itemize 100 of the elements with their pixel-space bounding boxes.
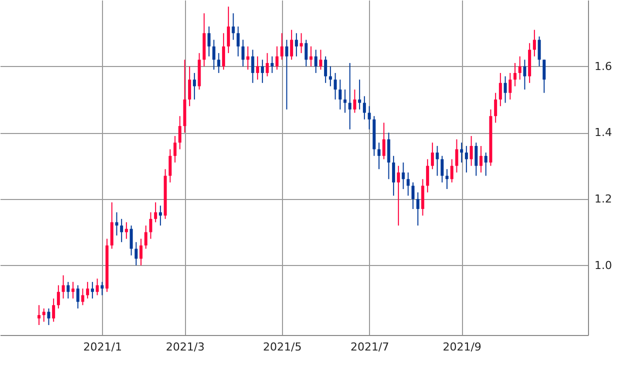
candlestick <box>260 59 264 84</box>
candlestick <box>188 66 192 107</box>
candlestick <box>86 281 90 300</box>
candlestick <box>212 39 216 70</box>
candlestick <box>396 165 400 226</box>
candlestick <box>174 135 176 164</box>
y-tick-label: 1.0 <box>594 258 612 272</box>
candlestick <box>42 308 46 322</box>
candlestick <box>412 182 414 210</box>
candlestick <box>232 12 235 40</box>
candlestick <box>334 72 337 100</box>
candlestick <box>314 49 318 74</box>
x-tick-label: 2021/9 <box>442 340 482 354</box>
candlestick <box>144 225 148 250</box>
candlestick <box>421 178 424 216</box>
candlestick <box>518 56 522 80</box>
candlestick <box>480 145 482 173</box>
candlestick <box>285 39 288 110</box>
candlestick <box>222 32 226 70</box>
x-tick-label: 2021/7 <box>350 340 390 354</box>
candlestick <box>110 202 114 250</box>
candlestick <box>430 142 434 170</box>
candlestick <box>484 152 488 176</box>
candlestick <box>192 72 196 100</box>
candlestick <box>115 212 118 236</box>
candlestick <box>81 288 84 306</box>
candlestick <box>217 52 220 74</box>
candlestick <box>130 225 133 256</box>
candlestick <box>338 79 342 110</box>
candlestick <box>266 52 269 77</box>
candlestick <box>387 132 390 180</box>
candlestick <box>52 298 56 322</box>
candlestick <box>300 32 303 54</box>
y-tick-label: 1.4 <box>594 126 612 140</box>
candlestick <box>324 56 328 84</box>
candlestick <box>120 218 124 243</box>
candlestick <box>392 155 396 196</box>
y-tick-label: 1.6 <box>594 60 612 73</box>
candlestick <box>353 89 356 114</box>
candlestick <box>56 284 60 309</box>
candlestick <box>256 56 260 80</box>
candlestick <box>382 122 386 160</box>
candlestick <box>455 138 458 173</box>
candlestick <box>494 92 498 124</box>
candlestick <box>154 202 158 223</box>
candlestick <box>270 56 274 74</box>
y-tick-label: 1.2 <box>594 192 612 206</box>
candlestick <box>532 29 536 57</box>
candlestick <box>38 304 40 326</box>
candlestick <box>236 26 240 57</box>
candlestick <box>304 39 308 67</box>
candlestick <box>470 135 473 166</box>
candlestick <box>242 39 244 67</box>
candlestick <box>90 281 94 300</box>
candlestick <box>134 242 138 266</box>
candlestick <box>358 79 362 110</box>
candlestick <box>523 59 526 90</box>
candlestick <box>280 32 284 60</box>
candlestick <box>538 36 541 67</box>
candlestick <box>450 158 454 183</box>
candlestick <box>149 212 152 240</box>
candlestick <box>178 116 182 150</box>
candlestick <box>514 62 516 87</box>
candlestick <box>158 205 162 226</box>
candlestick <box>328 66 332 87</box>
candlestick <box>62 274 65 300</box>
candlestick <box>446 168 448 190</box>
candlestick <box>508 72 512 100</box>
candlestick <box>498 72 502 107</box>
candlestick <box>416 192 420 226</box>
candlestick <box>168 148 172 183</box>
candlestick <box>72 281 74 300</box>
candlestick <box>436 145 439 176</box>
candlestick <box>319 49 322 70</box>
candlestick <box>276 46 278 70</box>
candlestick <box>226 6 230 54</box>
candlestick <box>47 308 50 326</box>
candlestick <box>460 142 464 164</box>
candlestick <box>100 281 104 296</box>
candlestick <box>246 46 250 70</box>
candlestick <box>76 284 80 309</box>
candlestick <box>362 96 366 120</box>
candlestick <box>294 32 298 57</box>
candlestick <box>251 49 254 84</box>
candlestick <box>402 162 405 190</box>
x-tick-label: 2021/3 <box>166 340 205 354</box>
candlestick <box>140 238 142 266</box>
candlestick <box>96 278 99 296</box>
candlestick <box>290 29 294 60</box>
candlestick <box>406 172 410 196</box>
candlestick <box>426 158 430 193</box>
candlestick <box>368 106 371 130</box>
x-tick-label: 2021/5 <box>263 340 302 354</box>
candlestick <box>464 145 468 173</box>
candlestick <box>542 59 546 94</box>
candlestick <box>474 142 478 176</box>
candlestick <box>124 222 128 240</box>
candlestick <box>348 62 352 130</box>
candlestick <box>310 46 312 67</box>
candlestick <box>440 155 444 183</box>
